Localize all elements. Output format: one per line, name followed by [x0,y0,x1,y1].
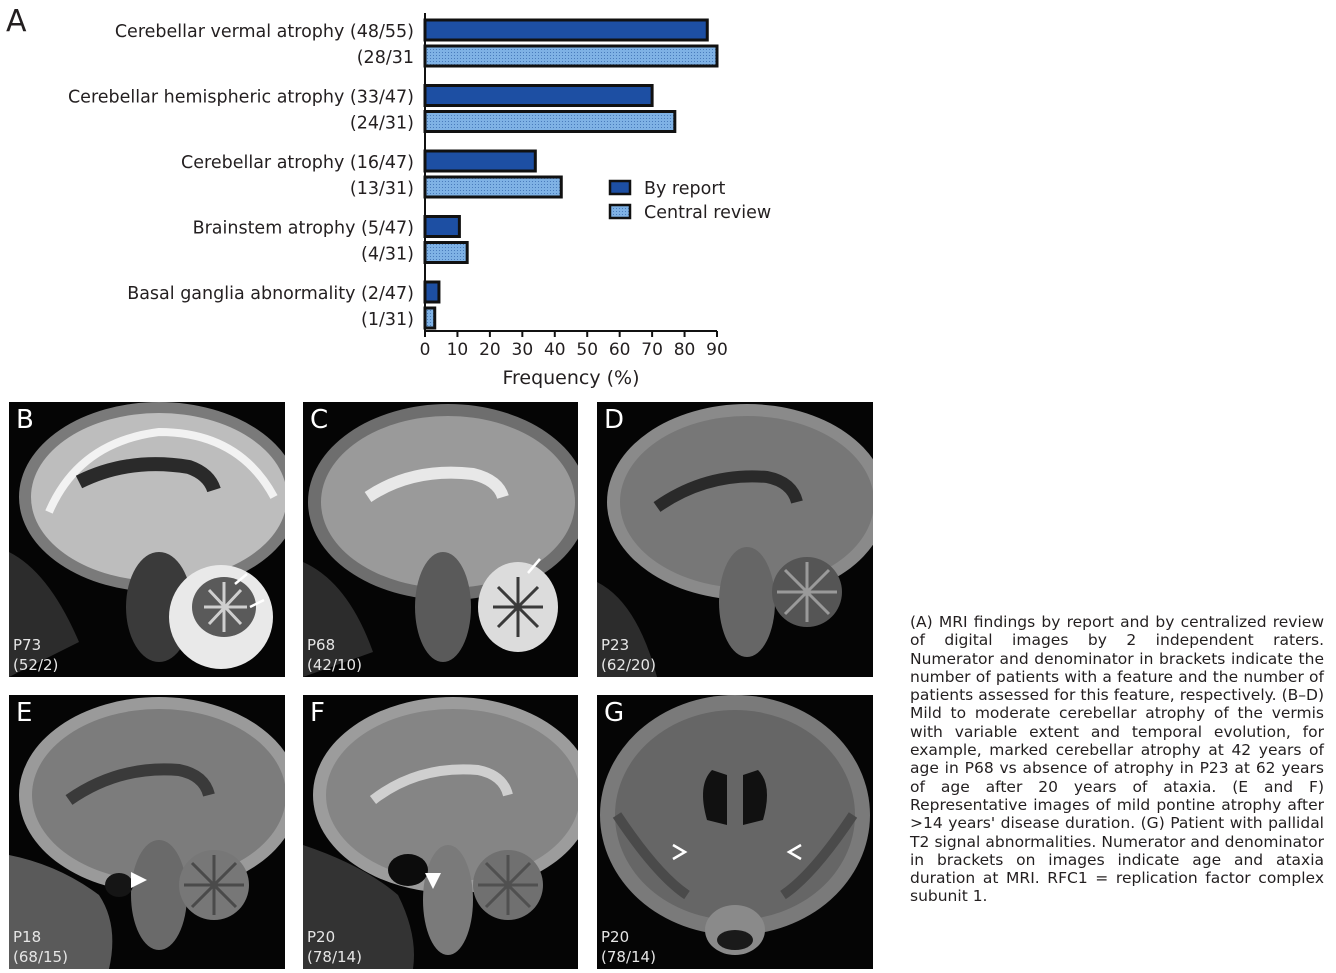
frequency-bar-chart: Cerebellar vermal atrophy (48/55) (28/31 C… [68,13,771,389]
x-tick-label: 60 [609,340,631,360]
x-tick-label: 70 [641,340,663,360]
x-tick-label: 20 [479,340,501,360]
mri-panel-c: C P68 (42/10) [303,402,578,677]
patient-id: P68 [307,636,336,654]
bar-central-review [423,175,563,199]
patient-id: P20 [601,928,630,946]
age-duration: (78/14) [601,948,656,966]
mri-panel-e: E P18 (68/15) [9,695,285,969]
legend-label: Central review [644,203,771,223]
brain-mri-coronal-image [600,695,870,955]
mri-panel-b: B P73 (52/2) [9,402,285,677]
age-duration: (52/2) [13,656,59,674]
central-review-count-label: (13/31) [350,179,414,199]
category-label: Brainstem atrophy (5/47) [193,219,414,239]
brain-mri-sagittal-image [9,697,285,969]
age-duration: (62/20) [601,656,656,674]
panel-letter: G [604,698,625,728]
bar-by-report [423,18,709,42]
bar-by-report [423,280,441,304]
central-review-count-label: (4/31) [361,245,414,265]
panel-letter: B [16,405,34,435]
bar-central-review [423,306,437,330]
mri-panel-d: D P23 (62/20) [597,402,873,677]
x-tick-label: 50 [576,340,598,360]
bar-by-report [423,84,654,107]
brain-mri-sagittal-image [597,404,873,677]
panel-letter: F [310,698,325,728]
bar-by-report [423,149,537,173]
bar-central-review [423,44,719,68]
brain-mri-sagittal-image [9,402,285,677]
x-tick-label: 40 [544,340,566,360]
mri-panel-g: G P20 (78/14) [597,695,873,969]
figure-caption: (A) MRI findings by report and by centra… [910,613,1324,906]
bar-central-review [423,241,469,264]
central-review-count-label: (24/31) [350,114,414,134]
x-axis-title: Frequency (%) [502,367,639,389]
patient-id: P23 [601,636,630,654]
patient-id: P20 [307,928,336,946]
category-label: Cerebellar atrophy (16/47) [181,153,414,173]
x-tick-label: 0 [420,340,431,360]
legend-label: By report [644,179,726,199]
panel-letter-a: A [6,4,27,39]
category-label: Cerebellar vermal atrophy (48/55) [115,22,414,42]
age-duration: (42/10) [307,656,362,674]
x-tick-label: 30 [512,340,534,360]
patient-id: P73 [13,636,42,654]
central-review-count-label: (1/31) [361,310,414,330]
age-duration: (78/14) [307,948,362,966]
legend-swatch-by-report [608,179,632,196]
central-review-count-label: (28/31 [357,48,414,68]
brain-mri-sagittal-image [303,697,578,969]
panel-letter: E [16,698,33,728]
patient-id: P18 [13,928,42,946]
bar-by-report [423,215,461,238]
bar-central-review [423,110,677,133]
category-label: Basal ganglia abnormality (2/47) [127,284,414,304]
age-duration: (68/15) [13,948,68,966]
panel-letter: C [310,405,329,435]
category-label: Cerebellar hemispheric atrophy (33/47) [68,88,414,108]
x-tick-label: 80 [674,340,696,360]
brain-mri-sagittal-image [303,404,578,677]
mri-panel-f: F P20 (78/14) [303,695,578,969]
panel-letter: D [604,405,625,435]
legend-swatch-central-review [608,203,632,220]
x-tick-label: 10 [447,340,469,360]
x-tick-label: 90 [706,340,728,360]
